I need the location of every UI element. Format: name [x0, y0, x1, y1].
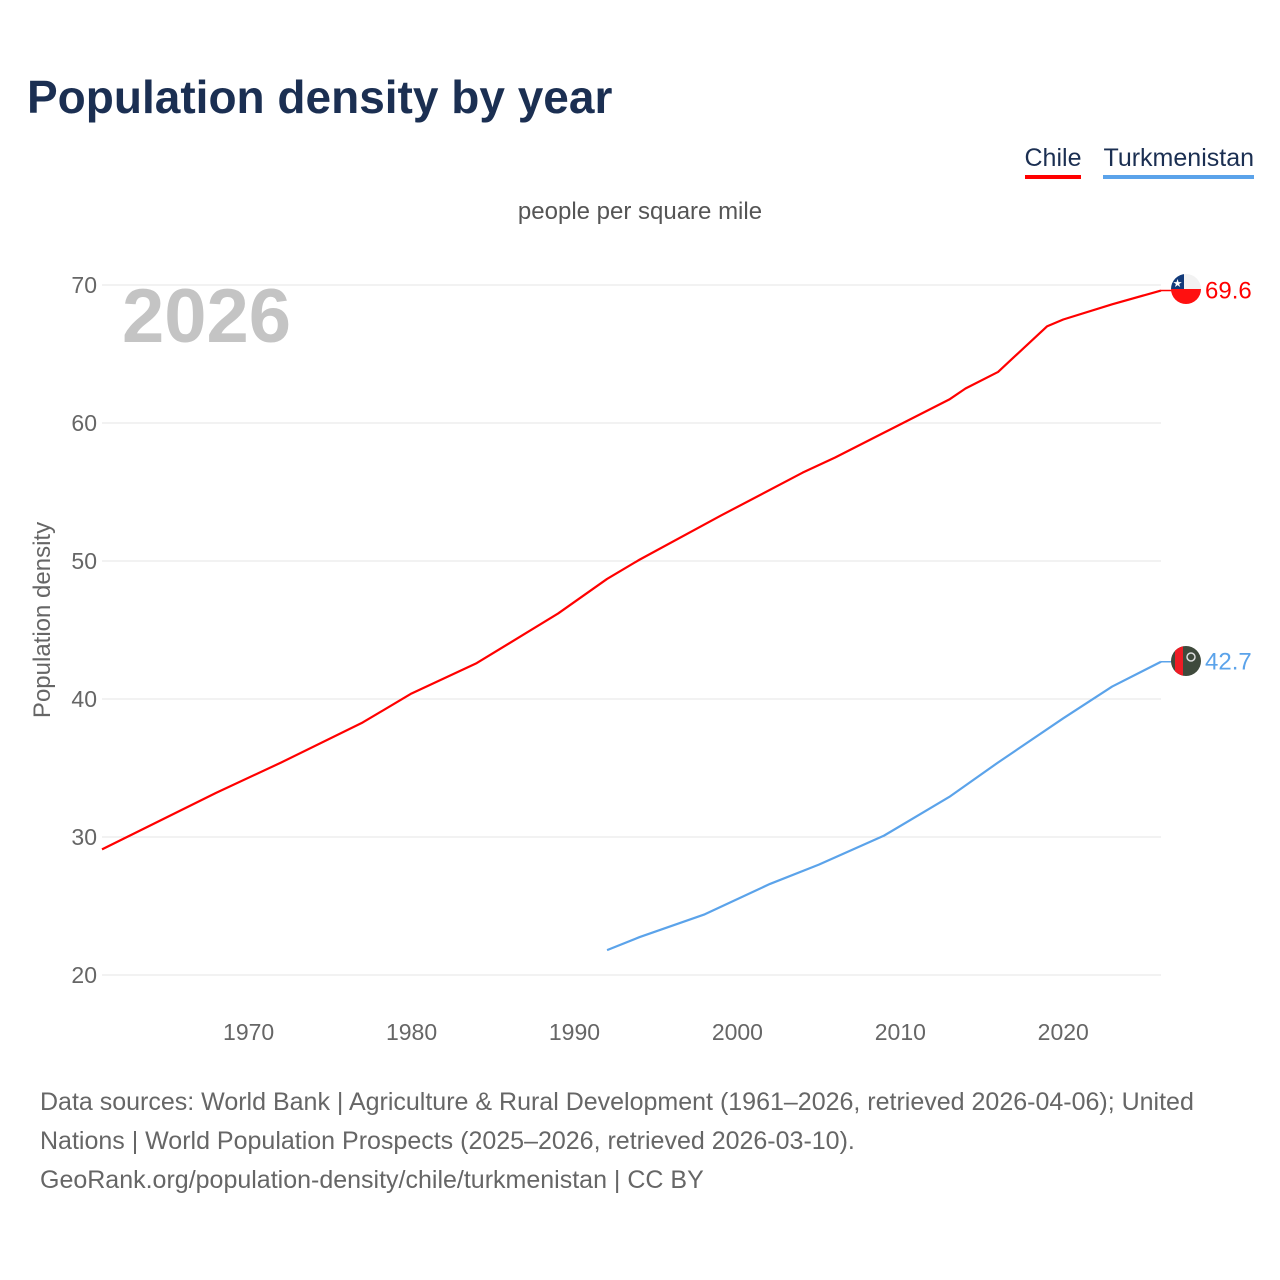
legend-item-chile[interactable]: Chile: [1024, 144, 1082, 179]
end-value-label: 42.7: [1205, 649, 1252, 676]
series-line-turkmenistan[interactable]: [606, 660, 1162, 952]
svg-text:★: ★: [1173, 278, 1183, 290]
y-tick-label: 40: [71, 686, 97, 712]
chart-title: Population density by year: [27, 71, 613, 123]
series-line-chile[interactable]: [101, 289, 1162, 851]
y-tick-label: 20: [71, 962, 97, 988]
legend-item-turkmenistan[interactable]: Turkmenistan: [1103, 144, 1254, 179]
x-tick-label: 1970: [223, 1019, 274, 1045]
x-tick-label: 2010: [875, 1019, 926, 1045]
x-tick-label: 2020: [1038, 1019, 1089, 1045]
y-axis-label: Population density: [29, 522, 56, 718]
x-tick-label: 1980: [386, 1019, 437, 1045]
source-link[interactable]: GeoRank.org/population-density/chile/tur…: [40, 1166, 704, 1194]
chile-flag-icon: ★: [1171, 274, 1201, 304]
end-value-label: 69.6: [1205, 278, 1252, 305]
x-tick-label: 1990: [549, 1019, 600, 1045]
data-sources: Data sources: World Bank | Agriculture &…: [40, 1088, 1194, 1155]
y-tick-label: 30: [71, 824, 97, 850]
y-tick-label: 60: [71, 410, 97, 436]
legend: Chile Turkmenistan: [1024, 144, 1254, 179]
footer: Data sources: World Bank | Agriculture &…: [40, 1083, 1250, 1200]
y-tick-label: 50: [71, 548, 97, 574]
chart-subtitle: people per square mile: [517, 198, 763, 225]
year-watermark: 2026: [122, 274, 291, 359]
y-tick-label: 70: [71, 272, 97, 298]
turkmenistan-flag-icon: [1171, 646, 1201, 676]
x-tick-label: 2000: [712, 1019, 763, 1045]
